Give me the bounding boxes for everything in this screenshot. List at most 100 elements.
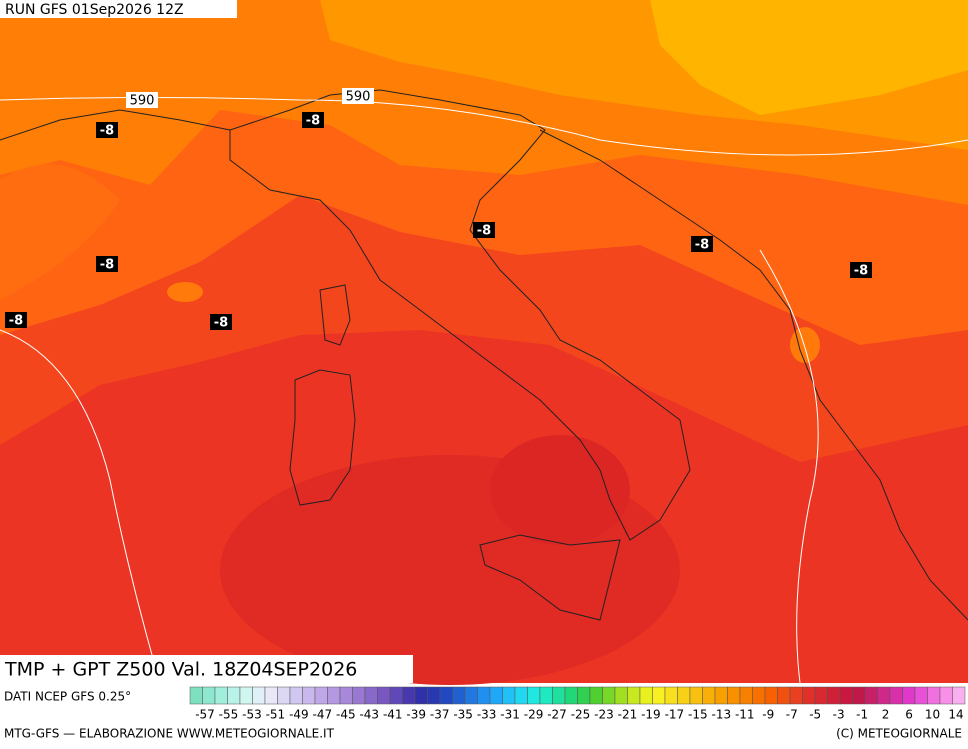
colorbar-swatch [627,686,641,705]
colorbar-swatch [352,686,366,705]
colorbar-swatch [289,686,303,705]
colorbar-swatch [614,686,628,705]
temperature-label-box [850,262,872,278]
colorbar-swatch [689,686,703,705]
colorbar-swatch [664,686,678,705]
temperature-label: -8 [100,258,114,273]
colorbar-swatch [214,686,228,705]
colorbar-swatch [852,686,866,705]
temperature-label-box [210,314,232,330]
colorbar-swatch [252,686,266,705]
colorbar-swatch [802,686,816,705]
coastlines [0,89,968,621]
colorbar-swatch [764,686,778,705]
contour-label: 590 [130,94,155,109]
temperature-label: -8 [100,124,114,139]
temperature-label: -8 [695,238,709,253]
colorbar-swatch [877,686,891,705]
colorbar-label: -39 [406,708,426,722]
colorbar-label: 14 [948,708,963,722]
colorbar-swatch [514,686,528,705]
colorbar-swatch [527,686,541,705]
colorbar-label: -53 [242,708,262,722]
colorbar-swatch [739,686,753,705]
temperature-label-box [96,256,118,272]
contour-label-box [342,88,374,104]
colorbar-swatch [489,686,503,705]
colorbar-label: -25 [571,708,591,722]
footer-left: MTG-GFS — ELABORAZIONE WWW.METEOGIORNALE… [4,727,335,741]
colorbar-swatch [727,686,741,705]
colorbar-swatch [677,686,691,705]
colorbar-label: -51 [266,708,286,722]
temperature-label-box [302,112,324,128]
colorbar-swatch [427,686,441,705]
run-label: RUN GFS 01Sep2026 12Z [5,2,184,18]
colorbar-swatch [864,686,878,705]
colorbar-label: -7 [786,708,798,722]
colorbar-swatch [389,686,403,705]
colorbar-label: 6 [905,708,913,722]
footer-right: (C) METEOGIORNALE [836,727,962,741]
colorbar-swatch [477,686,491,705]
colorbar-label: -11 [735,708,755,722]
colorbar-swatch [652,686,666,705]
colorbar-swatch [814,686,828,705]
temperature-label: -8 [477,224,491,239]
colorbar-label: -55 [219,708,239,722]
colorbar-label: -49 [289,708,309,722]
colorbar-swatch [827,686,841,705]
colorbar-swatch [202,686,216,705]
colorbar-swatch [564,686,578,705]
colorbar-swatch [414,686,428,705]
colorbar-label: -1 [856,708,868,722]
colorbar-label: -47 [313,708,333,722]
colorbar-swatch [889,686,903,705]
colorbar-label: -57 [195,708,215,722]
colorbar-swatch [777,686,791,705]
colorbar-label: -41 [383,708,403,722]
temperature-labels: -8 -8 -8 -8 -8 -8 -8 -8 [5,112,872,331]
temperature-label: -8 [9,314,23,329]
colorbar-label: -33 [477,708,497,722]
colorbar-swatch [314,686,328,705]
colorbar-swatch [302,686,316,705]
colorbar-swatch [377,686,391,705]
colorbar-swatch [902,686,916,705]
colorbar-swatch [439,686,453,705]
colorbar: -57 -55 -53 -51 -49 -47 -45 -43 -41 -39 -37 -35 -33-… [189,686,966,722]
temperature-label: -8 [854,264,868,279]
colorbar-label: -9 [762,708,774,722]
colorbar-swatch [939,686,953,705]
colorbar-swatch [339,686,353,705]
colorbar-swatch [264,686,278,705]
colorbar-label: -37 [430,708,450,722]
colorbar-swatch [789,686,803,705]
colorbar-label: 2 [882,708,890,722]
colorbar-swatch [577,686,591,705]
colorbar-swatch [464,686,478,705]
colorbar-swatch [589,686,603,705]
map-title-box [0,655,413,683]
colorbar-label: -35 [453,708,473,722]
colorbar-swatch [327,686,341,705]
colorbar-swatch [402,686,416,705]
colorbar-label: -21 [618,708,638,722]
colorbar-swatch [364,686,378,705]
temperature-label-box [473,222,495,238]
map-title: TMP + GPT Z500 Val. 18Z04SEP2026 [4,659,357,681]
colorbar-swatch [539,686,553,705]
colorbar-swatch [189,686,203,705]
colorbar-swatch [839,686,853,705]
colorbar-swatch [227,686,241,705]
source-label: DATI NCEP GFS 0.25° [4,690,131,704]
colorbar-label: -23 [594,708,614,722]
colorbar-label: -29 [524,708,544,722]
colorbar-label: 10 [925,708,940,722]
colorbar-label: -27 [547,708,567,722]
colorbar-swatch [952,686,966,705]
contour-label: 590 [346,90,371,105]
colorbar-label: -13 [712,708,732,722]
header-box [0,0,237,18]
